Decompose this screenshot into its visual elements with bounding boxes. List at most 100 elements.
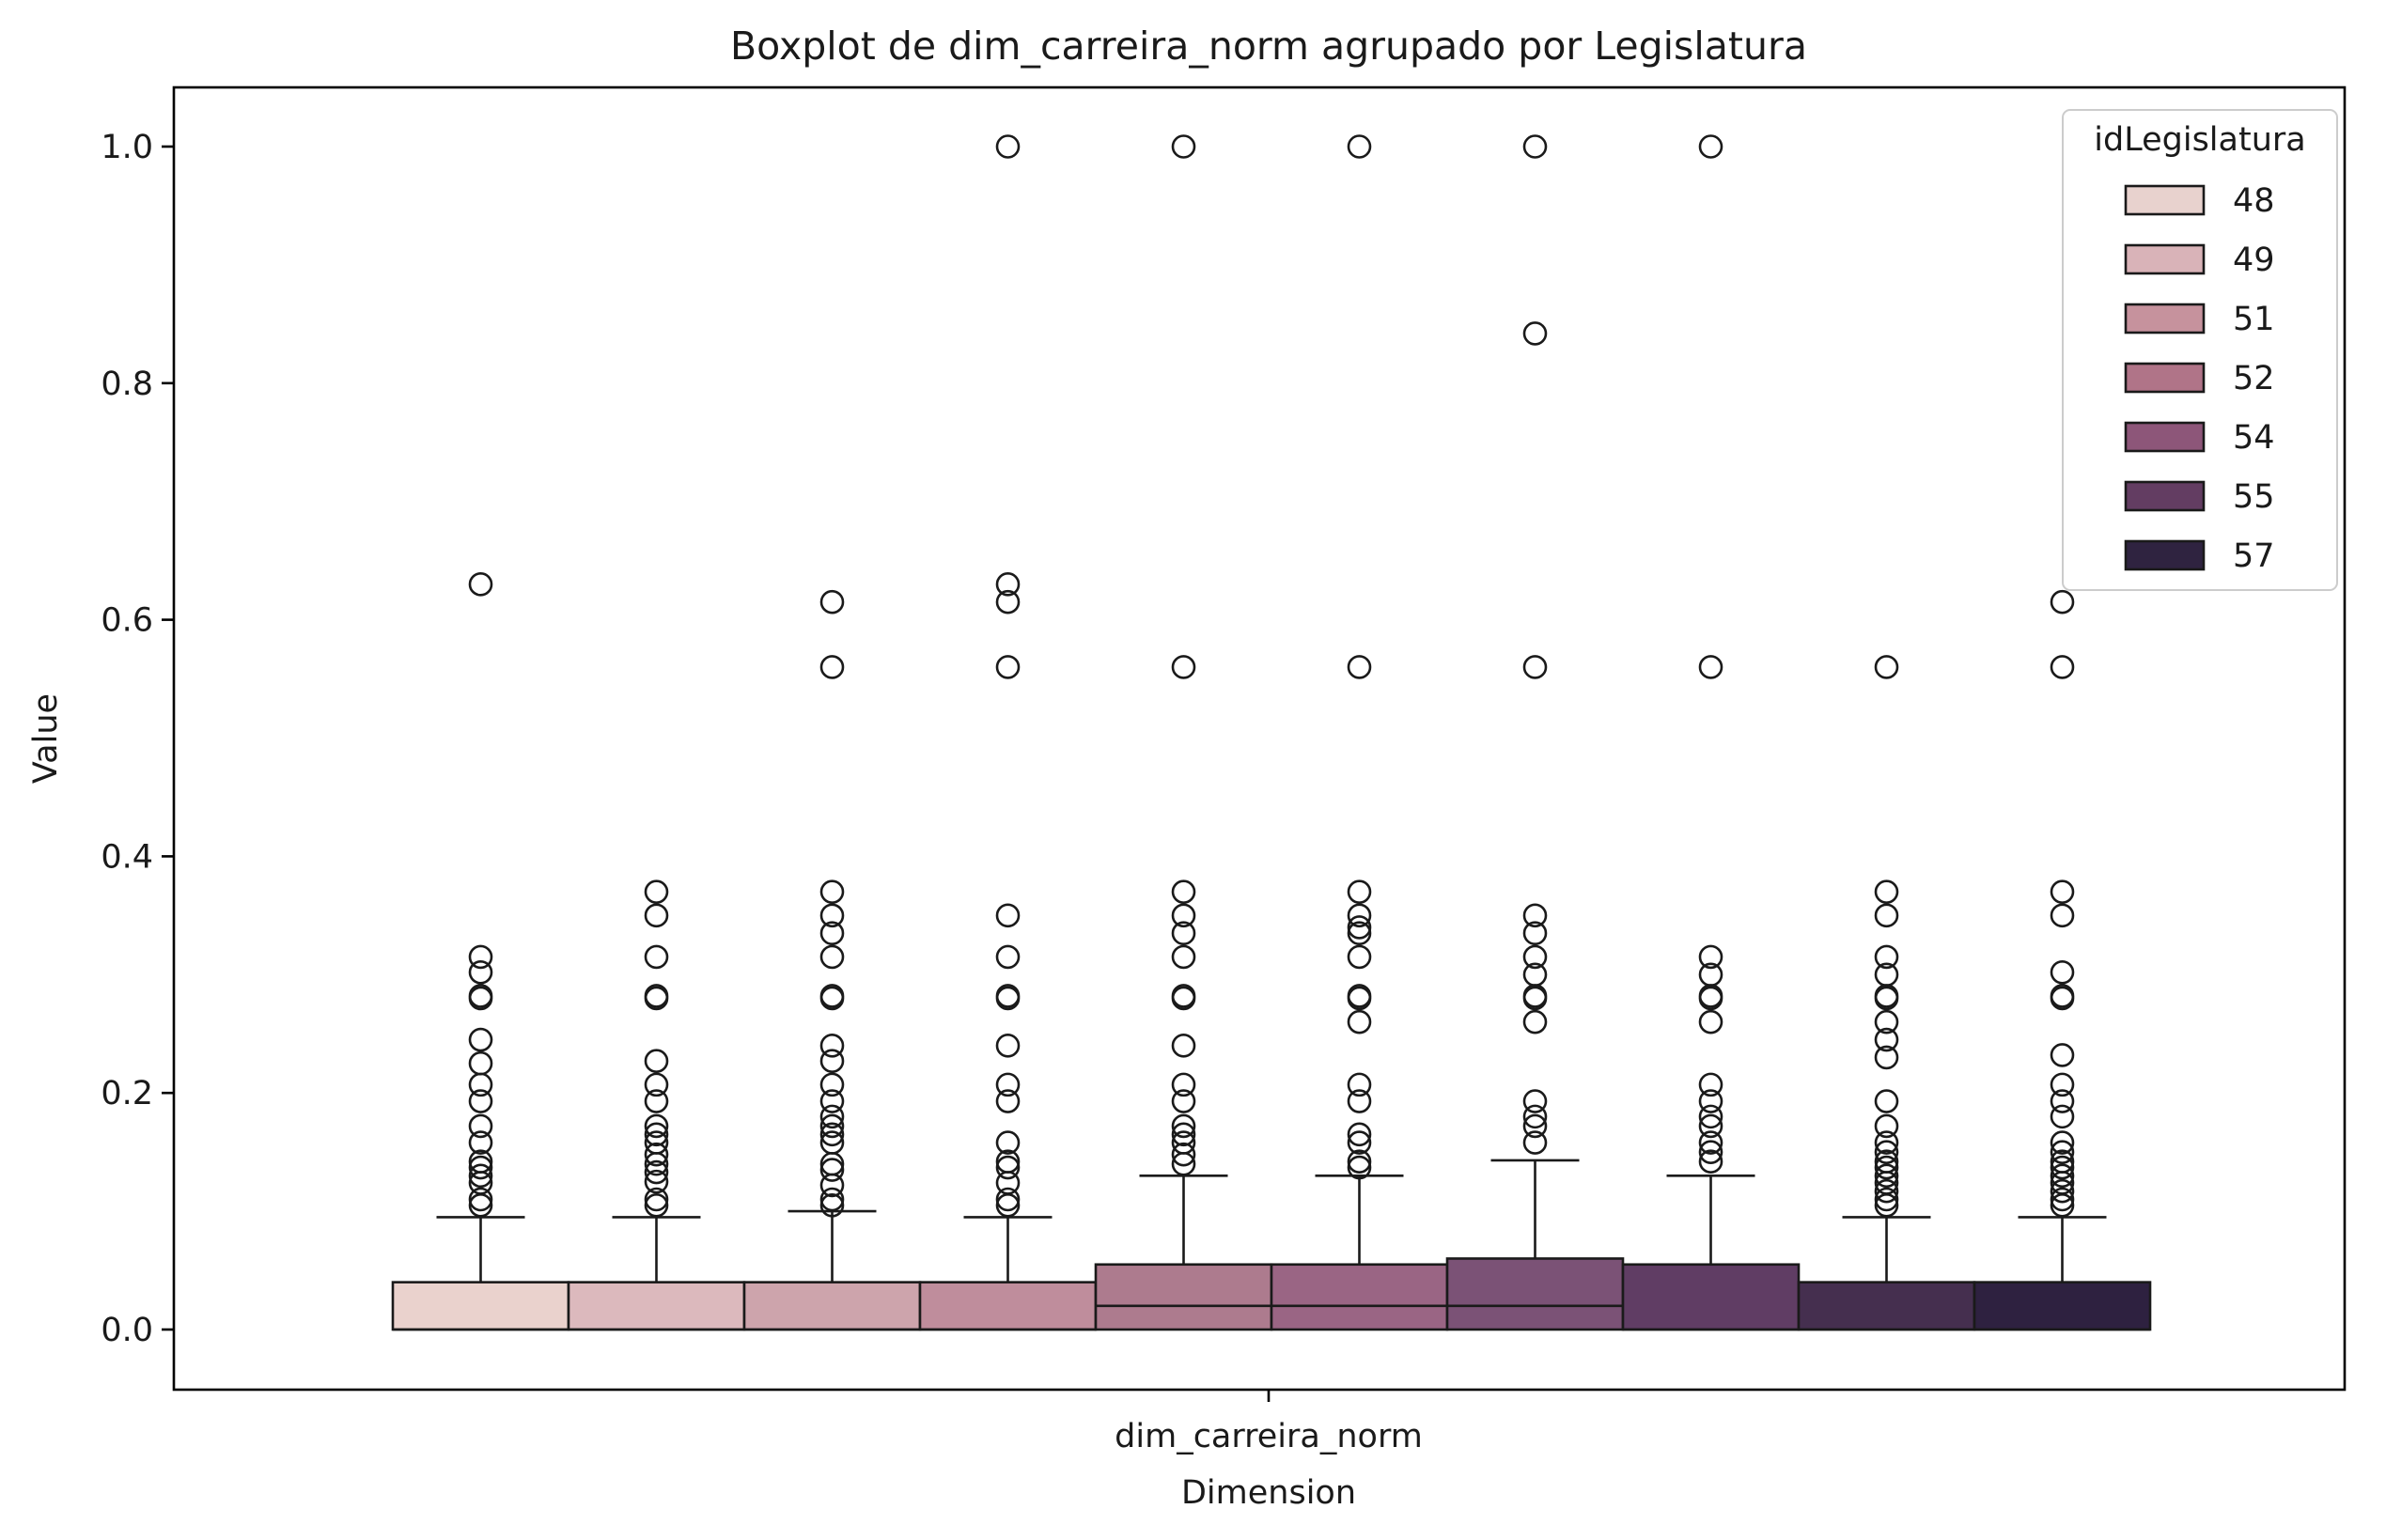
outlier-point [2050, 986, 2075, 1011]
outlier-point [1698, 1113, 1723, 1139]
outlier-point [1347, 1072, 1372, 1097]
legend-entry: 51 [2124, 301, 2275, 338]
outlier-point [819, 986, 845, 1011]
outlier-point [819, 1122, 845, 1147]
outlier-point [1171, 1151, 1196, 1176]
outlier-point [468, 986, 493, 1011]
outlier-point [644, 1122, 669, 1147]
outlier-point [468, 1130, 493, 1155]
y-tick-label: 0.0 [101, 1312, 153, 1349]
outlier-point [819, 944, 845, 970]
box-iqr [742, 1281, 922, 1331]
box-group [918, 134, 1098, 1331]
outlier-point [1171, 1034, 1196, 1058]
outlier-point [1171, 879, 1196, 904]
outlier-point [2050, 1187, 2075, 1212]
outlier-point [1347, 1089, 1372, 1113]
outlier-point [995, 655, 1021, 679]
outlier-point [1522, 1113, 1548, 1139]
outlier-point [1522, 1104, 1548, 1129]
outlier-point [1874, 1009, 1899, 1034]
y-tick-label: 0.8 [101, 366, 153, 403]
outlier-point [1698, 134, 1723, 159]
outlier-point [1874, 655, 1899, 679]
outlier-point [644, 1159, 669, 1185]
outlier-point [995, 134, 1021, 159]
outlier-point [2050, 1072, 2075, 1097]
outlier-point [2050, 655, 2075, 679]
outlier-point [995, 1130, 1021, 1155]
outlier-point [468, 944, 493, 970]
legend-swatch [2124, 303, 2206, 334]
x-tick-label: dim_carreira_norm [1115, 1418, 1423, 1455]
boxes-layer [391, 134, 2152, 1331]
outlier-point [819, 1072, 845, 1097]
outlier-point [468, 1113, 493, 1139]
outlier-point [1874, 1027, 1899, 1052]
outlier-point [819, 921, 845, 946]
outlier-point [468, 1187, 493, 1212]
outlier-point [1171, 1122, 1196, 1147]
outlier-point [819, 1158, 845, 1182]
legend-entry: 48 [2124, 182, 2275, 220]
outlier-point [644, 944, 669, 970]
outlier-point [644, 1072, 669, 1097]
x-axis-label: Dimension [1181, 1474, 1356, 1512]
box-group [1973, 589, 2152, 1331]
outlier-point [995, 1187, 1021, 1212]
box-group [1445, 134, 1625, 1331]
outlier-point [468, 1072, 493, 1097]
outlier-point [644, 903, 669, 928]
outlier-point [1522, 944, 1548, 970]
outlier-point [2050, 903, 2075, 928]
outlier-point [1874, 1113, 1899, 1139]
box-iqr [1094, 1263, 1273, 1331]
y-tick-label: 0.2 [101, 1075, 153, 1112]
outlier-point [644, 1151, 669, 1176]
outlier-point [819, 655, 845, 679]
box-iqr [567, 1281, 746, 1331]
outlier-point [644, 1049, 669, 1074]
outlier-point [644, 1089, 669, 1113]
outlier-point [1874, 1163, 1899, 1189]
outlier-point [2050, 879, 2075, 904]
outlier-point [644, 1169, 669, 1194]
box-iqr [1445, 1257, 1625, 1331]
box-group [1270, 134, 1449, 1331]
box-iqr [1973, 1281, 2152, 1331]
outlier-point [2050, 1089, 2075, 1113]
outlier-point [468, 1193, 493, 1218]
legend-swatch [2124, 480, 2206, 512]
outlier-point [644, 879, 669, 904]
outlier-point [1347, 1122, 1372, 1147]
legend-label: 48 [2233, 182, 2275, 220]
outlier-point [995, 1193, 1021, 1218]
y-axis: 0.0 0.2 0.4 0.6 0.8 1.0 [101, 129, 174, 1349]
outlier-point [819, 589, 845, 614]
legend-entry: 49 [2124, 241, 2275, 279]
outlier-point [1347, 903, 1372, 928]
legend-items: 48 49 51 52 54 55 57 [2124, 182, 2275, 575]
outlier-point [1698, 1009, 1723, 1034]
outlier-point [1698, 1089, 1723, 1113]
outlier-point [2050, 589, 2075, 614]
outlier-point [1347, 915, 1372, 940]
outlier-point [468, 1050, 493, 1076]
legend-label: 55 [2233, 478, 2275, 516]
outlier-point [2050, 1043, 2075, 1067]
outlier-point [2050, 1130, 2075, 1155]
outlier-point [1698, 986, 1723, 1011]
legend-label: 54 [2233, 419, 2275, 457]
outlier-point [1874, 1045, 1899, 1070]
outlier-point [2050, 1104, 2075, 1129]
outlier-point [995, 1155, 1021, 1180]
outlier-point [819, 1193, 845, 1218]
y-tick-label: 0.6 [101, 602, 153, 640]
outlier-point [1347, 1155, 1372, 1180]
box-iqr [391, 1281, 570, 1331]
outlier-point [1522, 1009, 1548, 1034]
outlier-point [995, 986, 1021, 1011]
outlier-point [468, 1163, 493, 1189]
outlier-point [1171, 1113, 1196, 1139]
outlier-point [2050, 1163, 2075, 1189]
